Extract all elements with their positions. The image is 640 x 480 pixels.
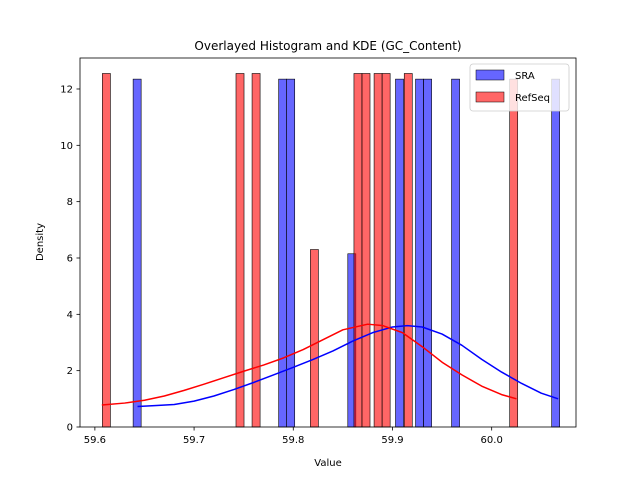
y-tick-label: 6 [67, 253, 73, 264]
histogram-bar-sra-0 [132, 78, 142, 428]
histogram-bar-refseq-7 [381, 73, 391, 428]
y-tick-label: 0 [67, 423, 73, 434]
legend-swatch-sra [475, 69, 505, 81]
histogram-bar-refseq-8 [403, 73, 413, 428]
histogram-bar-sra-4 [395, 78, 404, 428]
y-tick-label: 4 [67, 310, 73, 321]
kde-line-sra [137, 324, 559, 408]
kde-line-refseq [101, 323, 517, 406]
legend-label-refseq: RefSeq [515, 93, 550, 104]
histogram-bar-refseq-4 [353, 73, 363, 428]
histogram-bar-refseq-5 [361, 73, 371, 428]
y-tick-label: 10 [60, 141, 73, 152]
histogram-bar-sra-8 [551, 78, 560, 428]
y-axis-ticks: 0 2 4 6 8 10 12 [60, 84, 80, 434]
histogram-bar-sra-7 [451, 78, 460, 428]
x-tick-label: 60.0 [481, 435, 503, 446]
x-tick-label: 59.6 [84, 435, 106, 446]
x-tick-label: 59.7 [183, 435, 205, 446]
legend: SRA RefSeq [469, 63, 570, 112]
histogram-bar-refseq-2 [251, 73, 261, 428]
histogram-bar-refseq-0 [102, 73, 111, 428]
x-tick-label: 59.8 [282, 435, 304, 446]
legend-swatch-refseq [475, 91, 505, 103]
legend-label-sra: SRA [515, 71, 535, 82]
histogram-bar-sra-2 [286, 78, 296, 428]
y-tick-label: 12 [60, 84, 73, 95]
x-tick-label: 59.9 [381, 435, 403, 446]
histogram-bar-refseq-6 [373, 73, 383, 428]
kde-layer [101, 323, 559, 408]
y-axis-label: Density [35, 223, 46, 261]
histogram-bar-refseq-3 [310, 249, 319, 428]
y-tick-label: 8 [67, 197, 73, 208]
histogram-bar-sra-6 [423, 78, 432, 428]
x-axis-ticks: 59.6 59.7 59.8 59.9 60.0 [84, 427, 503, 446]
histogram-bar-sra-5 [415, 78, 424, 428]
histogram-bar-sra-1 [278, 78, 287, 428]
chart-title: Overlayed Histogram and KDE (GC_Content) [194, 39, 461, 53]
y-tick-label: 2 [67, 366, 73, 377]
histogram-bar-refseq-9 [509, 78, 519, 428]
x-axis-label: Value [314, 458, 341, 469]
plot-area-frame [79, 57, 577, 428]
